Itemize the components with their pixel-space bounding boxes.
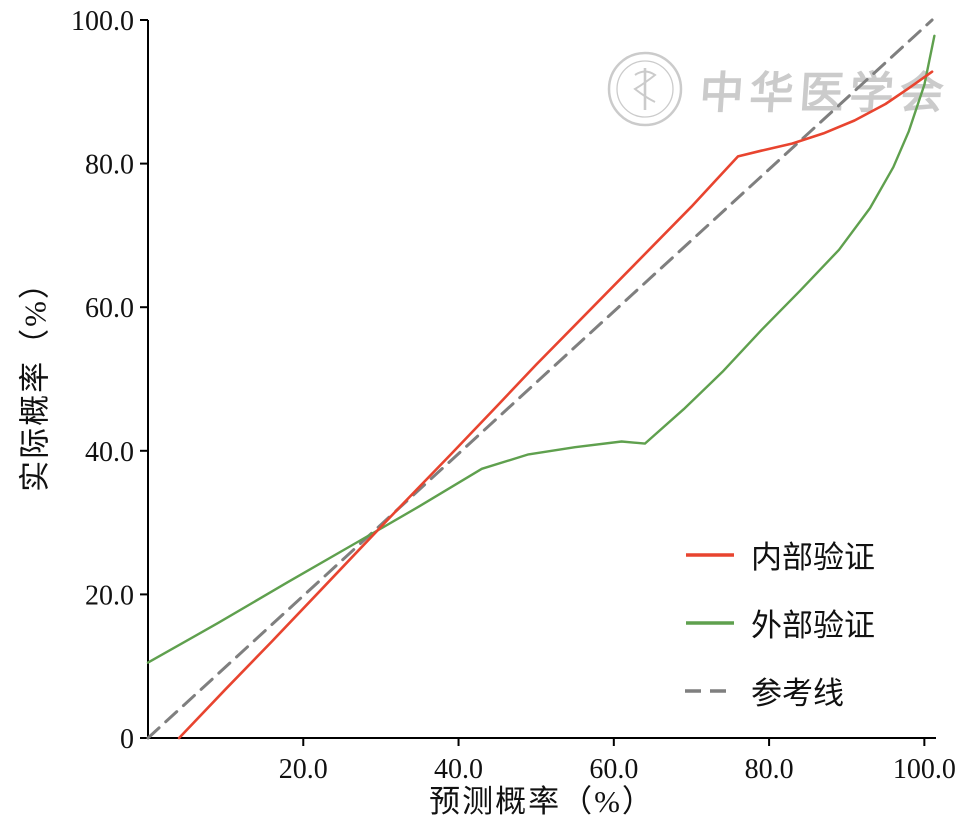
legend-label-internal-validation: 内部验证 (751, 540, 875, 575)
svg-text:80.0: 80.0 (85, 150, 134, 181)
svg-text:100.0: 100.0 (71, 6, 134, 37)
svg-text:60.0: 60.0 (85, 293, 134, 324)
svg-text:60.0: 60.0 (589, 754, 638, 785)
svg-text:40.0: 40.0 (434, 754, 483, 785)
svg-text:0: 0 (120, 724, 134, 755)
legend-item-internal-validation: 内部验证 (684, 532, 875, 577)
y-axis-label: 实际概率（%） (17, 266, 53, 492)
legend-swatch-external-validation (686, 620, 734, 625)
svg-text:100.0: 100.0 (893, 754, 956, 785)
svg-text:40.0: 40.0 (85, 437, 134, 468)
legend-item-external-validation: 外部验证 (684, 600, 875, 645)
x-axis-label: 预测概率（%） (429, 784, 655, 819)
legend-item-reference-line: 参考线 (684, 668, 875, 713)
svg-text:20.0: 20.0 (279, 754, 328, 785)
legend-label-external-validation: 外部验证 (751, 608, 875, 643)
legend-swatch-internal-validation (686, 552, 734, 557)
svg-text:80.0: 80.0 (745, 754, 794, 785)
legend-swatch-reference-line (685, 688, 735, 693)
legend: 内部验证 外部验证 参考线 (684, 532, 875, 713)
legend-label-reference-line: 参考线 (751, 676, 844, 711)
svg-text:20.0: 20.0 (85, 580, 134, 611)
